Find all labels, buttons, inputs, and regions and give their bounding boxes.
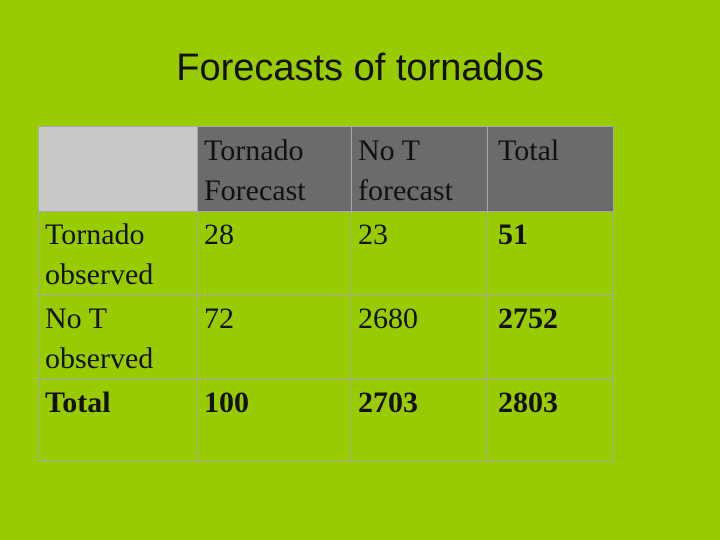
table-row-total: Total 100 2703 2803 xyxy=(38,379,614,462)
cell-tornado-observed-tornado-forecast: 28 xyxy=(197,211,352,296)
cell-total-tornado-forecast: 100 xyxy=(197,379,352,462)
table-row: No T observed 72 2680 2752 xyxy=(38,295,614,380)
cell-tornado-observed-no-t-forecast: 23 xyxy=(351,211,488,296)
cell-no-t-observed-total: 2752 xyxy=(487,295,614,380)
cell-no-t-observed-tornado-forecast: 72 xyxy=(197,295,352,380)
corner-cell xyxy=(38,126,198,212)
header-tornado-forecast: Tornado Forecast xyxy=(197,126,352,212)
header-no-t-forecast-line-1: No T xyxy=(358,134,420,167)
header-total: Total xyxy=(487,126,614,212)
cell-no-t-observed-no-t-forecast: 2680 xyxy=(351,295,488,380)
row-label-line-1: Total xyxy=(45,386,111,419)
header-row: Tornado Forecast No T forecast Total xyxy=(38,126,614,212)
row-label-no-t-observed: No T observed xyxy=(38,295,198,380)
header-no-t-forecast-line-2: forecast xyxy=(358,174,453,207)
row-label-total: Total xyxy=(38,379,198,462)
header-no-t-forecast: No T forecast xyxy=(351,126,488,212)
row-label-line-2: observed xyxy=(45,258,154,291)
row-label-tornado-observed: Tornado observed xyxy=(38,211,198,296)
row-label-line-1: Tornado xyxy=(45,218,145,251)
row-label-line-1: No T xyxy=(45,302,107,335)
cell-total-no-t-forecast: 2703 xyxy=(351,379,488,462)
header-total-label: Total xyxy=(498,134,560,167)
row-label-line-2: observed xyxy=(45,342,154,375)
cell-grand-total: 2803 xyxy=(487,379,614,462)
table-row: Tornado observed 28 23 51 xyxy=(38,211,614,296)
slide-title: Forecasts of tornados xyxy=(176,47,544,89)
header-tornado-forecast-line-1: Tornado xyxy=(204,134,304,167)
cell-tornado-observed-total: 51 xyxy=(487,211,614,296)
forecast-contingency-table: Tornado Forecast No T forecast Total Tor… xyxy=(38,126,614,462)
header-tornado-forecast-line-2: Forecast xyxy=(204,174,306,207)
